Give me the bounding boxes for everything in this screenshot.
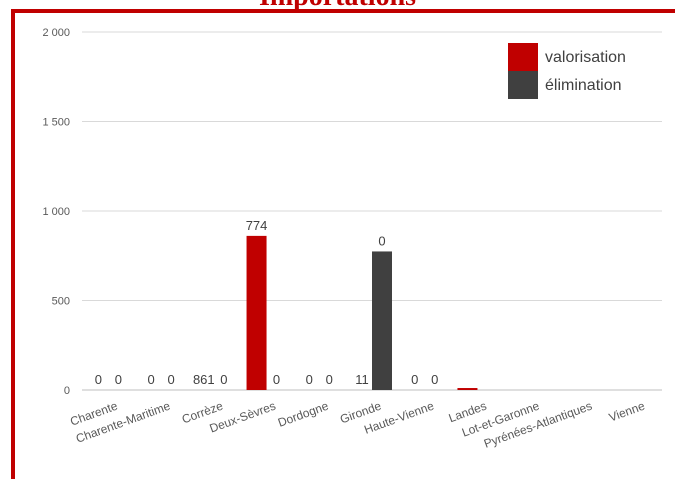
y-tick-label: 500 bbox=[52, 296, 70, 308]
data-label: 0 bbox=[220, 372, 227, 387]
legend-label: valorisation bbox=[545, 49, 626, 66]
bar-valorisation bbox=[457, 388, 478, 390]
data-label: 0 bbox=[306, 372, 313, 387]
y-tick-label: 2 000 bbox=[42, 27, 70, 39]
x-category-label: Dordogne bbox=[276, 399, 331, 430]
data-label: 0 bbox=[95, 372, 102, 387]
bar-valorisation bbox=[246, 235, 267, 390]
x-category-label: Vienne bbox=[607, 399, 647, 425]
legend-swatch bbox=[508, 43, 538, 71]
data-label: 11 bbox=[355, 372, 369, 387]
data-label: 0 bbox=[167, 372, 174, 387]
data-label: 861 bbox=[193, 372, 215, 387]
legend-swatch bbox=[508, 71, 538, 99]
data-label: 0 bbox=[411, 372, 418, 387]
frame-top-border bbox=[11, 9, 675, 13]
data-label: 0 bbox=[273, 372, 280, 387]
legend-label: élimination bbox=[545, 77, 621, 94]
data-label: 0 bbox=[326, 372, 333, 387]
chart-title: Importations bbox=[0, 0, 675, 13]
legend: valorisation élimination bbox=[508, 43, 626, 99]
y-axis-ticks: 0 500 1 000 1 500 2 000 bbox=[42, 27, 70, 397]
data-label: 774 bbox=[246, 218, 268, 233]
data-label: 0 bbox=[147, 372, 154, 387]
bar-elimination bbox=[372, 251, 392, 390]
y-tick-label: 1 000 bbox=[42, 206, 70, 218]
frame-left-border bbox=[11, 9, 15, 479]
data-label: 0 bbox=[378, 233, 385, 248]
bars bbox=[246, 235, 478, 390]
y-tick-label: 1 500 bbox=[42, 117, 70, 129]
data-label: 0 bbox=[431, 372, 438, 387]
data-label: 0 bbox=[115, 372, 122, 387]
y-tick-label: 0 bbox=[64, 385, 70, 397]
